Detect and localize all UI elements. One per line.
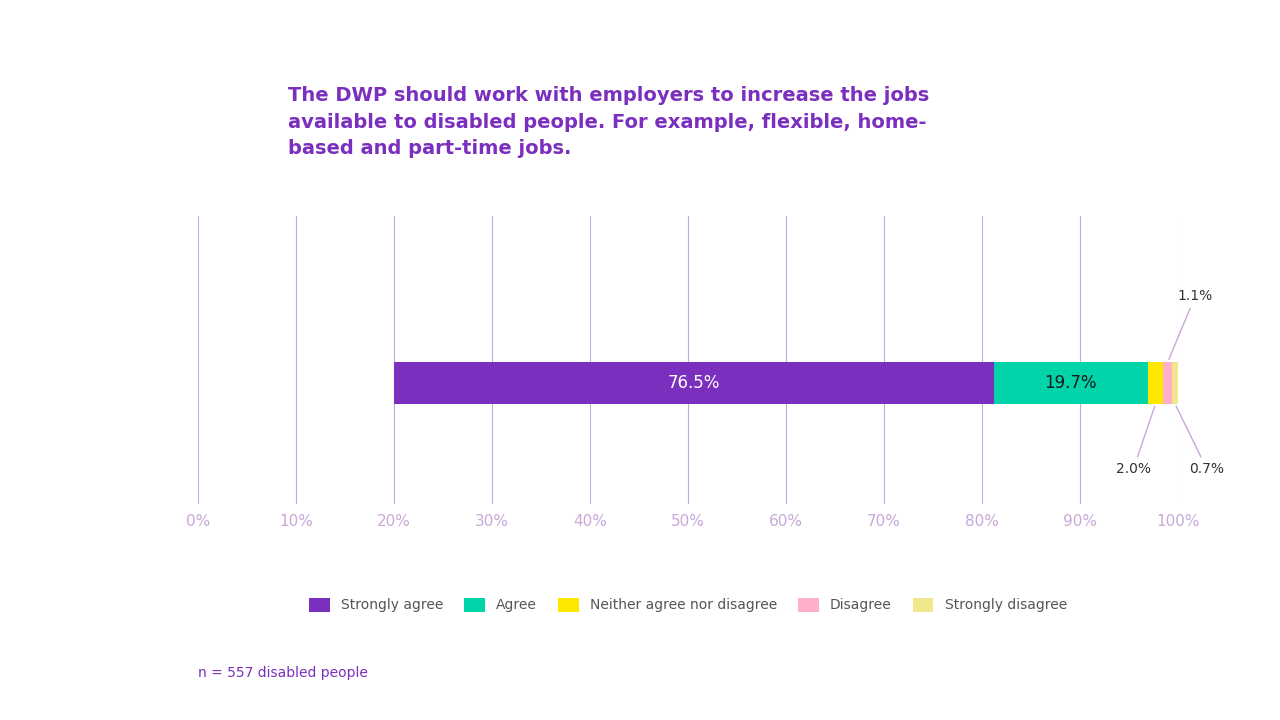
Bar: [394, 362, 993, 404]
Bar: [1172, 362, 1178, 404]
Bar: [993, 362, 1148, 404]
Text: 76.5%: 76.5%: [668, 374, 721, 392]
Legend: Strongly agree, Agree, Neither agree nor disagree, Disagree, Strongly disagree: Strongly agree, Agree, Neither agree nor…: [303, 592, 1073, 618]
Bar: [1164, 362, 1172, 404]
Text: 2.0%: 2.0%: [1116, 406, 1155, 477]
Text: 0.7%: 0.7%: [1176, 406, 1225, 477]
Bar: [1148, 362, 1164, 404]
Text: 1.1%: 1.1%: [1169, 289, 1213, 359]
Text: n = 557 disabled people: n = 557 disabled people: [198, 667, 369, 680]
Text: 19.7%: 19.7%: [1044, 374, 1097, 392]
Text: The DWP should work with employers to increase the jobs
available to disabled pe: The DWP should work with employers to in…: [288, 86, 929, 158]
